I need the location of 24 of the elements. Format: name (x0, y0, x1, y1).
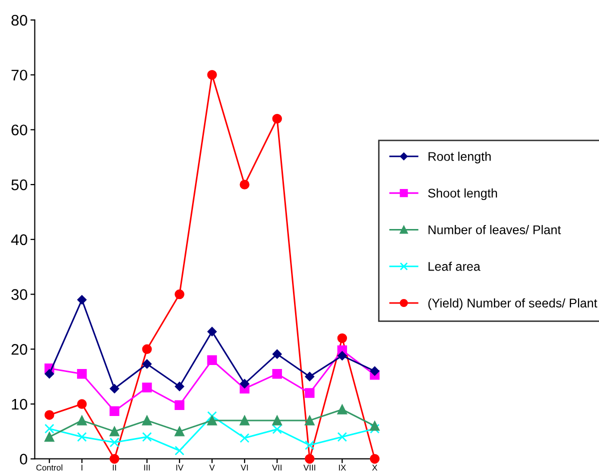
x-tick-label: V (209, 464, 215, 470)
y-tick-label: 20 (12, 344, 28, 355)
y-tick-label: 50 (11, 179, 28, 190)
y-tick-label: 10 (12, 398, 28, 410)
legend-label: Root length (428, 152, 491, 164)
x-tick-label: Control (36, 464, 62, 471)
x-tick-label: IV (176, 464, 184, 470)
legend-label: Shoot length (428, 188, 497, 200)
y-tick-label: 0 (20, 454, 28, 465)
y-tick-label: 40 (11, 234, 28, 246)
y-tick-label: 80 (11, 14, 28, 26)
x-tick-label: VII (272, 464, 282, 470)
y-tick-label: 30 (11, 289, 28, 300)
x-tick-label: III (144, 464, 150, 470)
x-tick-label: II (112, 464, 116, 470)
x-tick-label: VI (240, 464, 248, 470)
legend-label: Leaf area (428, 262, 480, 271)
legend-label: Number of leaves/ Plant (428, 225, 561, 234)
x-tick-label: X (372, 464, 378, 470)
y-tick-label: 60 (12, 124, 28, 136)
y-tick-label: 70 (12, 70, 28, 81)
x-tick-label: VIII (303, 464, 316, 470)
x-tick-label: IX (339, 464, 346, 470)
legend-label: (Yield) Number of seeds/ Plant (428, 298, 598, 310)
